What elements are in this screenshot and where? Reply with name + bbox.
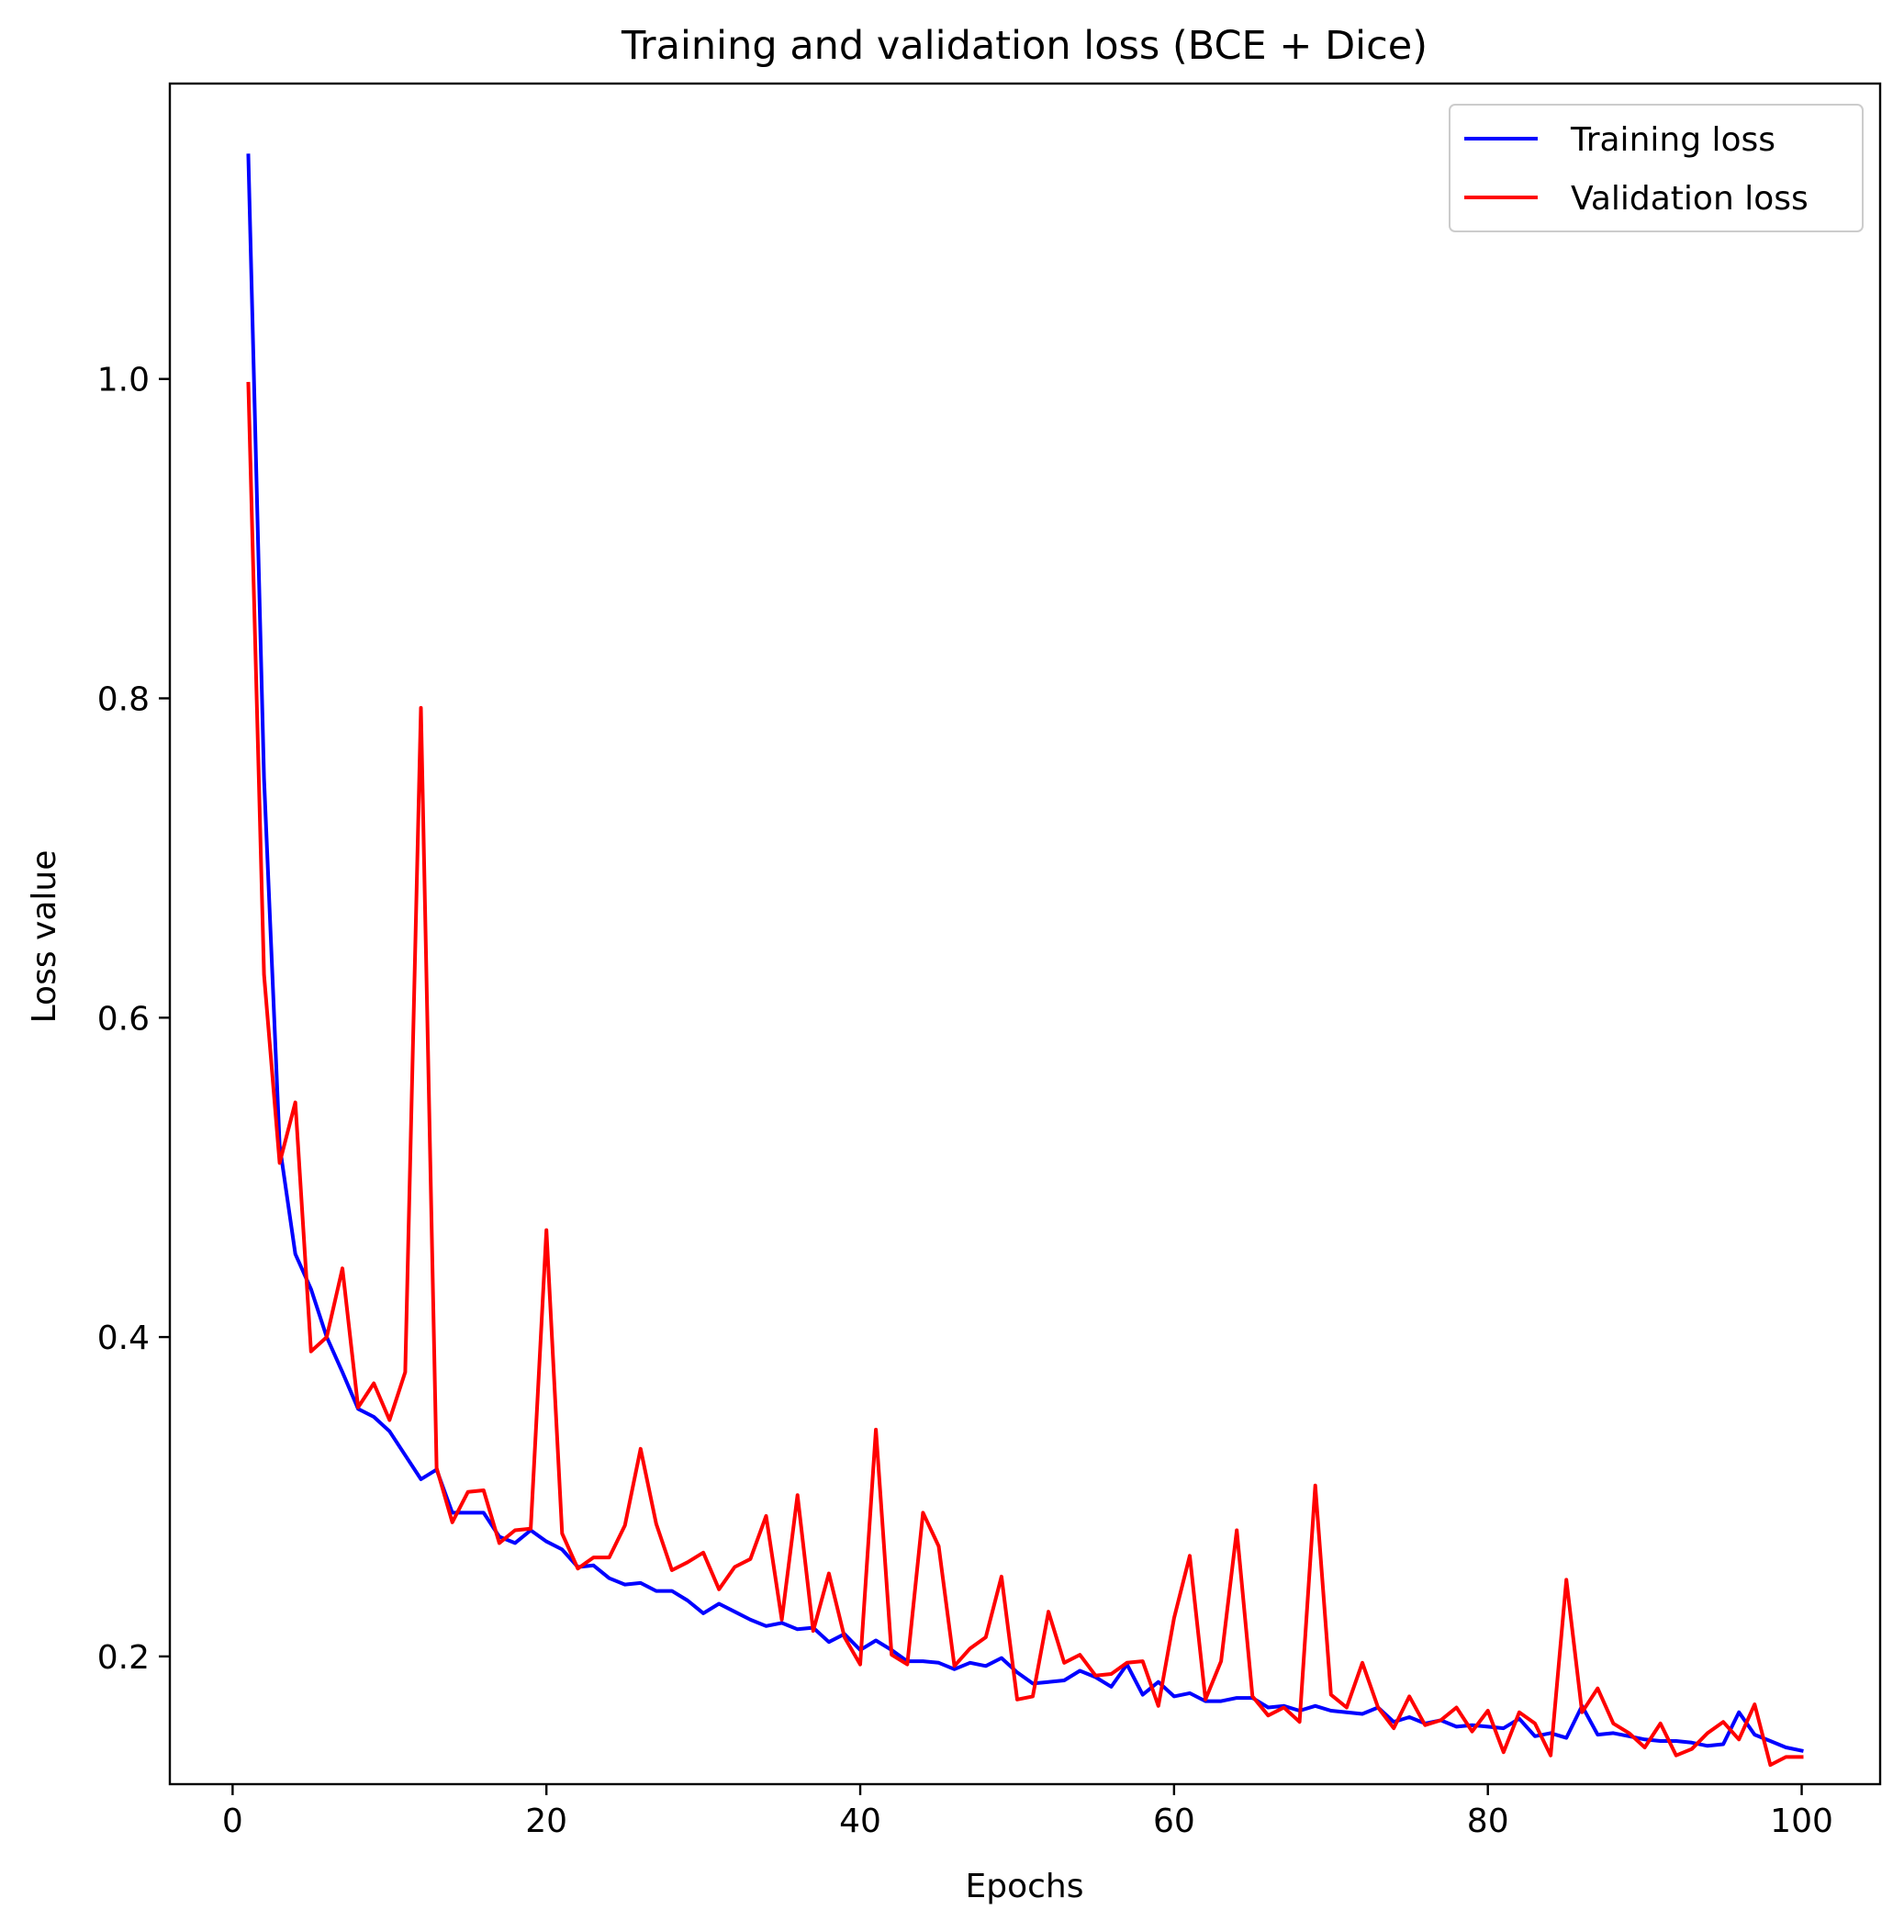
x-tick-label: 100 <box>1770 1803 1833 1840</box>
y-axis-label: Loss value <box>26 850 63 1024</box>
x-tick-label: 20 <box>525 1803 567 1840</box>
y-tick-label: 0.8 <box>97 681 150 719</box>
y-tick-label: 0.6 <box>97 1000 150 1038</box>
axes-frame <box>168 82 1882 1786</box>
legend: Training loss Validation loss <box>1449 104 1864 232</box>
y-tick-label: 0.2 <box>97 1639 150 1677</box>
x-axis-label: Epochs <box>966 1868 1084 1905</box>
plot-area: 0 20 40 60 80 100 0.2 0.4 0.6 0.8 1.0 <box>97 82 1882 1840</box>
x-tick-label: 40 <box>839 1803 881 1840</box>
x-tick-label: 80 <box>1467 1803 1509 1840</box>
chart-title: Training and validation loss (BCE + Dice… <box>621 23 1428 69</box>
x-tick-label: 0 <box>222 1803 243 1840</box>
legend-box <box>1449 104 1864 232</box>
y-tick-label: 1.0 <box>97 362 150 399</box>
series-line-validation-loss <box>246 381 1804 1768</box>
legend-label: Training loss <box>1570 121 1775 159</box>
y-tick-label: 0.4 <box>97 1320 150 1357</box>
legend-label: Validation loss <box>1571 180 1809 218</box>
series-line-training-loss <box>246 153 1804 1753</box>
x-tick-label: 60 <box>1153 1803 1195 1840</box>
